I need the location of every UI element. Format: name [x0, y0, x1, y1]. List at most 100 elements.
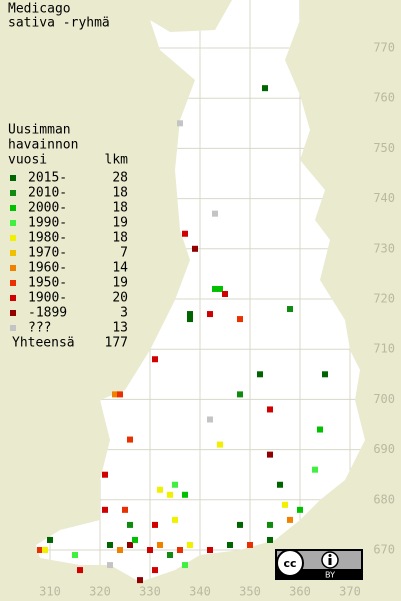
observation-square	[37, 547, 43, 553]
legend-heading: Uusimman	[8, 123, 71, 138]
legend-swatch	[10, 250, 16, 256]
badge-label: BY	[325, 571, 335, 580]
observation-square	[287, 306, 293, 313]
y-tick-label: 760	[373, 91, 395, 105]
legend-label: ???	[28, 321, 51, 336]
x-tick-label: 350	[239, 585, 261, 599]
by-glyph-dot	[328, 554, 332, 557]
legend-heading: vuosi	[8, 153, 47, 168]
legend-swatch	[10, 295, 16, 301]
observation-square	[72, 552, 78, 559]
legend: Uusimman havainnon vuosi lkm 2015- 28 2010…	[8, 123, 128, 351]
legend-count: 13	[112, 321, 128, 336]
observations	[37, 85, 328, 584]
legend-count: 7	[120, 246, 128, 261]
observation-square	[277, 481, 283, 488]
legend-swatch	[10, 265, 16, 271]
cc-glyph: cc	[283, 557, 296, 570]
observation-square	[137, 577, 143, 584]
observation-square	[267, 451, 273, 458]
x-tick-label: 370	[339, 585, 361, 599]
observation-square	[167, 491, 173, 498]
observation-square	[212, 210, 218, 217]
observation-square	[127, 521, 133, 528]
observation-square	[77, 567, 83, 574]
y-tick-label: 730	[373, 241, 395, 255]
observation-square	[157, 486, 163, 493]
legend-label: 1990-	[28, 216, 67, 231]
observation-square	[287, 516, 293, 523]
y-tick-label: 690	[373, 442, 395, 456]
tick-labels: 310 320 330 340 350 360 3706706806907007107207…	[39, 41, 395, 599]
observation-square	[267, 406, 273, 413]
observation-square	[312, 466, 318, 473]
y-tick-label: 740	[373, 191, 395, 205]
observation-square	[207, 311, 213, 318]
observation-square	[207, 416, 213, 423]
x-tick-label: 340	[189, 585, 211, 599]
observation-square	[222, 290, 228, 297]
observation-square	[182, 562, 188, 569]
observation-square	[47, 536, 53, 543]
observation-square	[217, 441, 223, 448]
legend-label: 2000-	[28, 201, 67, 216]
observation-square	[227, 541, 233, 548]
observation-square	[212, 285, 218, 292]
observation-square	[152, 567, 158, 574]
observation-square	[147, 547, 153, 553]
observation-square	[42, 547, 48, 553]
legend-label: 2010-	[28, 186, 67, 201]
observation-square	[177, 120, 183, 127]
y-tick-label: 700	[373, 392, 395, 406]
legend-count: 18	[112, 186, 128, 201]
observation-square	[207, 547, 213, 553]
observation-square	[297, 506, 303, 513]
observation-square	[237, 391, 243, 398]
observation-square	[172, 516, 178, 523]
observation-square	[262, 85, 268, 92]
legend-count: 14	[112, 261, 128, 276]
legend-label: 1980-	[28, 231, 67, 246]
observation-square	[257, 371, 263, 378]
total-label: Yhteensä	[12, 336, 75, 351]
observation-square	[192, 245, 198, 252]
y-tick-label: 680	[373, 492, 395, 506]
legend-swatch	[10, 280, 16, 286]
observation-square	[267, 521, 273, 528]
observation-square	[132, 536, 138, 543]
legend-count: 28	[112, 171, 128, 186]
observation-square	[182, 230, 188, 237]
observation-square	[112, 391, 118, 398]
observation-square	[152, 521, 158, 528]
observation-square	[127, 436, 133, 443]
title-line: Medicago	[8, 2, 71, 17]
legend-count: 18	[112, 231, 128, 246]
legend-count: 20	[112, 291, 128, 306]
total-count: 177	[105, 336, 128, 351]
legend-label: 2015-	[28, 171, 67, 186]
observation-square	[167, 552, 173, 559]
observation-square	[127, 541, 133, 548]
legend-label: 1900-	[28, 291, 67, 306]
observation-square	[217, 285, 223, 292]
observation-square	[107, 562, 113, 569]
cc-icon	[276, 549, 304, 577]
observation-square	[187, 541, 193, 548]
observation-square	[322, 371, 328, 378]
by-glyph	[328, 558, 332, 565]
legend-count: 19	[112, 276, 128, 291]
observation-square	[122, 506, 128, 513]
y-tick-label: 710	[373, 342, 395, 356]
observation-square	[237, 316, 243, 323]
legend-count: 19	[112, 216, 128, 231]
license-badge: cc BY	[275, 549, 363, 580]
observation-square	[177, 547, 183, 553]
observation-square	[107, 541, 113, 548]
observation-square	[282, 501, 288, 508]
legend-label: 1960-	[28, 261, 67, 276]
legend-swatch	[10, 175, 16, 181]
legend-count-header: lkm	[105, 153, 129, 168]
observation-square	[102, 506, 108, 513]
